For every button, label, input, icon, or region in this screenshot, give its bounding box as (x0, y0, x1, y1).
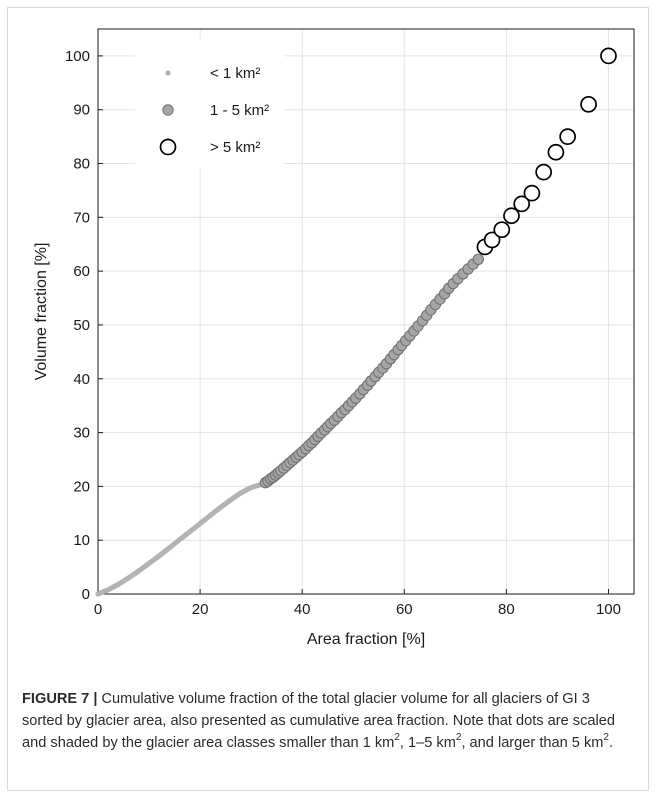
data-point (493, 221, 511, 239)
x-tick-label: 20 (192, 601, 209, 618)
series-filled-circle (259, 253, 485, 489)
data-point (503, 207, 520, 225)
y-tick-label: 50 (73, 317, 90, 334)
y-tick-label: 90 (73, 102, 90, 119)
legend-label: > 5 km² (210, 139, 260, 156)
caption-label: FIGURE 7 | (22, 691, 98, 707)
y-tick-label: 80 (73, 156, 90, 173)
y-tick-label: 60 (73, 263, 90, 280)
data-series (95, 47, 617, 597)
caption-text: , and larger than 5 km (461, 735, 604, 751)
caption-text: . (608, 735, 614, 751)
x-tick-label: 40 (294, 601, 311, 618)
y-axis-title: Volume fraction [%] (33, 243, 50, 381)
data-point (580, 95, 597, 113)
series-open-circle (476, 47, 617, 256)
scatter-chart: 0 20 40 60 80 100 0 10 20 30 40 50 60 70 80 90 100 < 1 k… (33, 28, 635, 648)
data-point (523, 184, 541, 202)
y-tick-label: 70 (73, 209, 90, 226)
data-point (472, 253, 485, 266)
caption-sup: 2 (603, 732, 609, 744)
series-small-dot (95, 481, 267, 597)
legend-label: 1 - 5 km² (210, 102, 269, 119)
figure-frame (7, 7, 649, 791)
y-tick-label: 40 (73, 371, 90, 388)
x-axis-title: Area fraction [%] (307, 631, 425, 648)
y-tick-label: 30 (73, 425, 90, 442)
legend: < 1 km² 1 - 5 km² > 5 km² (135, 40, 285, 168)
figure-caption: FIGURE 7 | Cumulative volume fraction of… (22, 688, 632, 754)
data-point (547, 143, 565, 161)
caption-sup: 2 (455, 732, 462, 744)
caption-text: Cumulative volume fraction of the total … (22, 691, 615, 751)
axis-ticks: 0 20 40 60 80 100 0 10 20 30 40 50 60 70 80 90 100 (65, 48, 621, 618)
caption-sup: 2 (394, 732, 400, 744)
legend-label: < 1 km² (210, 65, 260, 82)
caption-text: , 1–5 km (399, 735, 456, 751)
y-tick-label: 100 (65, 48, 90, 65)
x-tick-label: 100 (596, 601, 621, 618)
y-tick-label: 10 (73, 532, 90, 549)
x-tick-label: 0 (94, 601, 102, 618)
x-tick-label: 60 (396, 601, 413, 618)
data-point (559, 128, 576, 145)
legend-marker (162, 104, 174, 116)
y-tick-label: 0 (82, 586, 90, 603)
legend-marker (159, 138, 177, 156)
y-tick-label: 20 (73, 478, 90, 495)
x-tick-label: 80 (498, 601, 515, 618)
data-point (535, 163, 552, 181)
legend-marker (165, 70, 171, 76)
plot-frame (97, 28, 635, 595)
data-point (513, 195, 531, 213)
data-point (600, 47, 617, 65)
data-point (483, 231, 501, 249)
